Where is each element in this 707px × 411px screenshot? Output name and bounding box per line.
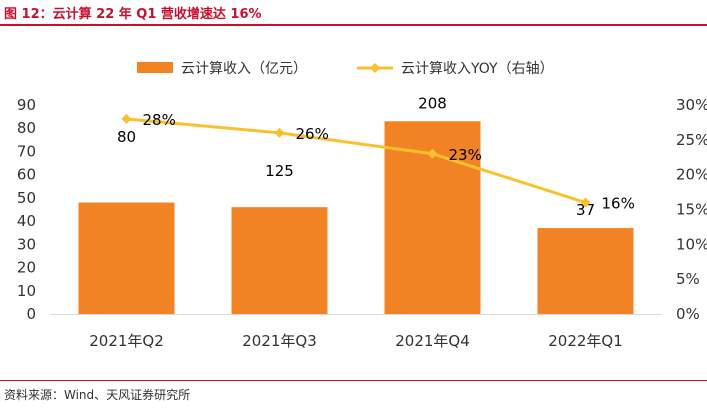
right-axis-tick-label: 25% bbox=[676, 131, 707, 149]
bar bbox=[231, 207, 328, 314]
yoy-point bbox=[427, 148, 438, 159]
yoy-point bbox=[580, 197, 591, 208]
right-axis-tick-label: 30% bbox=[676, 96, 707, 114]
x-axis-tick-label: 2021年Q3 bbox=[242, 332, 317, 350]
bar-value-label: 37 bbox=[576, 201, 595, 219]
revenue-chart: 0 10 20 30 40 50 60 70 80 90 0% 5% 10% 15% 20% 25% 30% 20… bbox=[17, 61, 707, 350]
bar-value-label: 125 bbox=[265, 162, 294, 180]
left-axis-tick-label: 60 bbox=[17, 166, 36, 184]
yoy-value-label: 16% bbox=[602, 195, 635, 213]
legend-line-marker bbox=[370, 63, 380, 73]
legend-line-label: 云计算收入YOY（右轴） bbox=[401, 61, 554, 77]
left-axis-tick-label: 80 bbox=[17, 119, 36, 137]
yoy-value-label: 28% bbox=[143, 111, 176, 129]
right-axis-tick-label: 10% bbox=[676, 235, 707, 253]
source-divider bbox=[0, 380, 707, 381]
legend-bar-swatch bbox=[137, 62, 173, 73]
bar bbox=[537, 228, 634, 314]
source-note: 资料来源：Wind、天风证券研究所 bbox=[4, 388, 191, 402]
right-axis-tick-label: 5% bbox=[676, 270, 700, 288]
left-axis-tick-label: 30 bbox=[17, 235, 36, 253]
left-axis-tick-label: 90 bbox=[17, 96, 36, 114]
bar bbox=[78, 202, 175, 314]
yoy-point bbox=[274, 127, 285, 138]
x-axis-tick-label: 2021年Q4 bbox=[395, 332, 470, 350]
yoy-value-label: 26% bbox=[296, 125, 329, 143]
left-axis-tick-label: 10 bbox=[17, 282, 36, 300]
x-axis-tick-label: 2022年Q1 bbox=[548, 332, 623, 350]
figure-title: 图 12：云计算 22 年 Q1 营收增速达 16% bbox=[4, 7, 262, 22]
yoy-line bbox=[126, 117, 586, 204]
bar-value-label: 80 bbox=[117, 128, 136, 146]
title-divider bbox=[0, 24, 707, 26]
yoy-value-label: 23% bbox=[449, 146, 482, 164]
yoy-point bbox=[121, 113, 132, 124]
left-axis-tick-label: 0 bbox=[26, 305, 36, 323]
legend-bar-label: 云计算收入（亿元） bbox=[181, 61, 307, 77]
left-axis-tick-label: 40 bbox=[17, 212, 36, 230]
left-axis-tick-label: 20 bbox=[17, 259, 36, 277]
right-axis-tick-label: 0% bbox=[676, 305, 700, 323]
right-axis-tick-label: 20% bbox=[676, 166, 707, 184]
x-axis-tick-label: 2021年Q2 bbox=[89, 332, 164, 350]
left-axis-tick-label: 70 bbox=[17, 142, 36, 160]
left-axis-tick-label: 50 bbox=[17, 189, 36, 207]
bar-value-label: 208 bbox=[418, 94, 447, 112]
right-axis-tick-label: 15% bbox=[676, 201, 707, 219]
